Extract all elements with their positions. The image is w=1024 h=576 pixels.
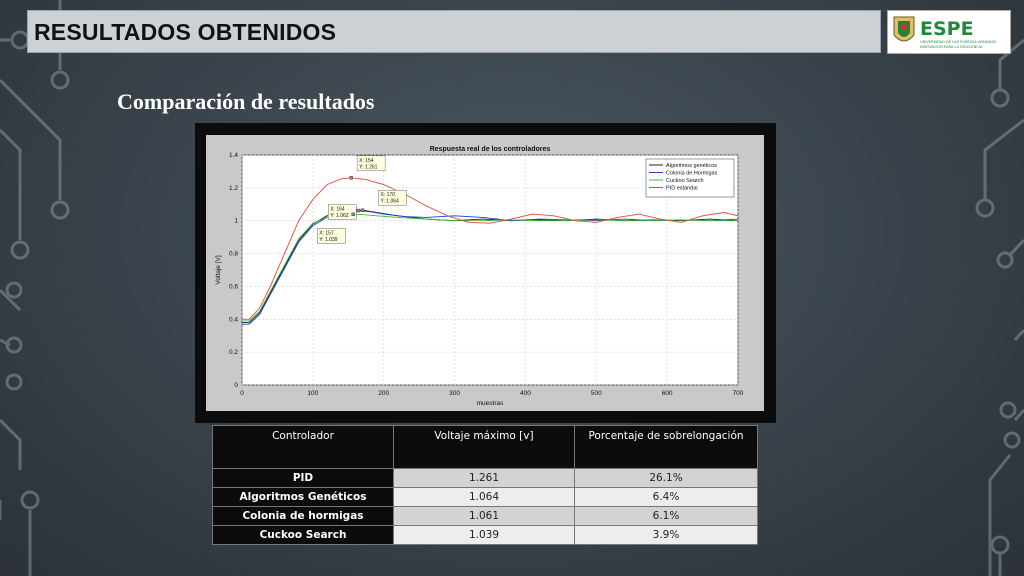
cell-controlador: Colonia de hormigas <box>212 506 394 526</box>
y-tick-label: 0.2 <box>229 349 238 356</box>
datatip-label: Y: 1.062 <box>330 213 349 219</box>
x-tick-label: 500 <box>591 390 602 397</box>
cell-voltaje: 1.261 <box>393 468 575 488</box>
cell-voltaje: 1.061 <box>393 506 575 526</box>
datatip-label: Y: 1.261 <box>359 164 378 170</box>
table-row: PID 1.261 26.1% <box>212 468 758 488</box>
legend-entry: Colonia de Hormigas <box>666 171 718 177</box>
datatip-box <box>356 155 386 172</box>
x-tick-label: 700 <box>733 390 744 397</box>
table-row: Colonia de hormigas 1.061 6.1% <box>212 506 758 526</box>
plot-frame: 0 100 200 300 400 500 600 700 0 0.2 0.4 0.6 0.8 1 1.2 1… <box>195 123 776 423</box>
title-bar: RESULTADOS OBTENIDOS <box>27 10 881 53</box>
slide-title: RESULTADOS OBTENIDOS <box>34 19 337 45</box>
results-table: Controlador Voltaje máximo [v] Porcentaj… <box>212 425 758 545</box>
datatip-label: X: 170 <box>380 192 395 198</box>
x-tick-label: 0 <box>240 390 244 397</box>
y-axis-label: Voltaje [V] <box>215 255 222 284</box>
cell-controlador: PID <box>212 468 394 488</box>
y-tick-label: 0.8 <box>229 251 238 258</box>
chart-title: Respuesta real de los controladores <box>430 146 551 153</box>
x-tick-label: 300 <box>449 390 460 397</box>
table-row: Cuckoo Search 1.039 3.9% <box>212 525 758 545</box>
x-tick-label: 200 <box>378 390 389 397</box>
cell-porcentaje: 26.1% <box>574 468 758 488</box>
y-tick-label: 0.4 <box>229 316 238 323</box>
slide-subtitle: Comparación de resultados <box>117 89 375 114</box>
x-axis-label: muestras <box>477 400 504 407</box>
logo-wordmark: ESPE <box>920 18 974 40</box>
header-controlador: Controlador <box>212 425 394 469</box>
series-line <box>242 210 739 325</box>
y-tick-label: 0 <box>234 382 238 389</box>
x-tick-label: 400 <box>520 390 531 397</box>
datatip-box <box>317 228 346 244</box>
y-tick-label: 1.2 <box>229 185 238 192</box>
logo-line-1: UNIVERSIDAD DE LAS FUERZAS ARMADAS <box>920 40 997 44</box>
plot-figure: 0 100 200 300 400 500 600 700 0 0.2 0.4 0.6 0.8 1 1.2 1… <box>206 135 764 411</box>
cell-controlador: Cuckoo Search <box>212 525 394 545</box>
logo-line-2: INNOVACIÓN PARA LA EXCELENCIA <box>920 44 983 49</box>
espe-logo: ESPE UNIVERSIDAD DE LAS FUERZAS ARMADAS … <box>887 10 1011 54</box>
cell-porcentaje: 6.1% <box>574 506 758 526</box>
cell-voltaje: 1.039 <box>393 525 575 545</box>
legend-entry: Algoritmos genéticos <box>666 163 717 169</box>
legend-entry: Cuckoo Search <box>666 178 704 184</box>
datatip-label: X: 164 <box>330 207 345 213</box>
cell-porcentaje: 3.9% <box>574 525 758 545</box>
legend-entry: PID estándar <box>666 186 698 192</box>
series-line <box>242 177 739 320</box>
line-chart: 0 100 200 300 400 500 600 700 0 0.2 0.4 0.6 0.8 1 1.2 1… <box>215 146 744 407</box>
header-voltaje: Voltaje máximo [v] <box>393 425 575 469</box>
x-tick-label: 100 <box>307 390 318 397</box>
x-tick-label: 600 <box>662 390 673 397</box>
cell-voltaje: 1.064 <box>393 487 575 507</box>
datatip-marker <box>360 208 365 212</box>
datatip-box <box>378 190 407 206</box>
espe-logo-graphic: ESPE UNIVERSIDAD DE LAS FUERZAS ARMADAS … <box>893 16 997 49</box>
datatip-marker <box>356 208 360 213</box>
y-tick-label: 0.6 <box>229 283 238 290</box>
header-porcentaje: Porcentaje de sobrelongación <box>574 425 758 469</box>
datatip-marker <box>351 212 355 217</box>
datatip-label: Y: 1.064 <box>380 199 399 205</box>
shield-icon <box>893 16 915 42</box>
y-tick-label: 1.4 <box>229 152 238 159</box>
y-tick-label: 1 <box>234 218 238 225</box>
cell-porcentaje: 6.4% <box>574 487 758 507</box>
datatip-marker <box>349 176 353 180</box>
datatip-label: X: 154 <box>359 158 374 164</box>
series-line <box>242 213 738 322</box>
table-row: Algoritmos Genéticos 1.064 6.4% <box>212 487 758 507</box>
datatip-label: Y: 1.039 <box>319 237 338 243</box>
cell-controlador: Algoritmos Genéticos <box>212 487 394 507</box>
datatip-box <box>328 204 357 220</box>
table-header-row: Controlador Voltaje máximo [v] Porcentaj… <box>212 425 758 469</box>
datatip-label: X: 157 <box>319 230 334 236</box>
